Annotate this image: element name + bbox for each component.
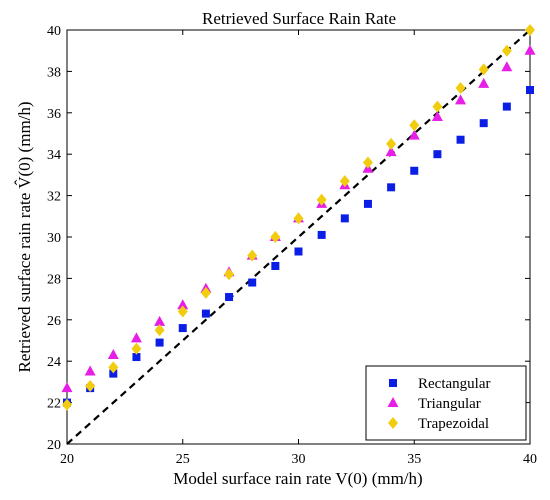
rectangular-point <box>132 353 141 362</box>
y-tick-label: 40 <box>47 24 61 39</box>
triangular-point <box>501 61 513 72</box>
trapezoidal-point <box>478 63 489 76</box>
trapezoidal-point <box>247 249 258 262</box>
y-tick-label: 36 <box>47 107 61 122</box>
y-axis-label: Retrieved surface rain rate V̂(0) (mm/h) <box>15 101 34 372</box>
y-tick-label: 24 <box>47 355 61 370</box>
trapezoidal-point <box>525 24 535 36</box>
x-tick-label: 25 <box>176 452 190 467</box>
reference-line <box>66 29 531 445</box>
y-tick-label: 28 <box>47 272 61 287</box>
rectangular-point <box>526 86 534 95</box>
trapezoidal-point <box>62 398 72 411</box>
trapezoidal-point <box>108 361 119 374</box>
rectangular-point <box>201 309 210 318</box>
trapezoidal-point <box>200 286 211 299</box>
trapezoidal-point <box>131 342 142 355</box>
data-marks <box>61 24 536 411</box>
trapezoidal-point <box>316 193 327 206</box>
x-tick-label: 20 <box>60 452 74 467</box>
trapezoidal-point <box>362 156 373 169</box>
rectangular-point <box>317 230 326 239</box>
legend-label-rectangular: Rectangular <box>418 376 490 392</box>
rectangular-point <box>271 261 280 270</box>
trapezoidal-point <box>455 81 466 94</box>
triangular-point <box>130 332 142 343</box>
axis-ticks: 20 25 30 35 40 20 22 24 26 28 30 32 34 36 38 40 <box>47 24 537 467</box>
trapezoidal-point <box>339 175 350 188</box>
trapezoidal-point <box>386 137 397 150</box>
legend-label-trapezoidal: Trapezoidal <box>418 416 489 432</box>
trapezoidal-point <box>224 268 235 281</box>
triangular-point <box>107 348 119 359</box>
triangular-point <box>385 146 397 157</box>
y-tick-label: 22 <box>47 397 61 412</box>
triangular-point <box>524 44 536 55</box>
trapezoidal-point <box>501 44 512 57</box>
legend: Rectangular Triangular Trapezoidal <box>365 365 527 441</box>
rectangular-point <box>363 199 372 208</box>
y-tick-label: 26 <box>47 314 61 329</box>
trapezoidal-point <box>85 380 96 393</box>
x-tick-label: 35 <box>407 452 421 467</box>
rectangular-point <box>433 150 442 159</box>
triangular-point <box>84 365 96 376</box>
triangular-point <box>478 77 490 88</box>
rectangular-point <box>340 214 349 223</box>
rectangular-point <box>502 102 511 111</box>
triangular-point <box>431 110 443 121</box>
rectangular-point <box>387 183 396 192</box>
triangular-point <box>455 94 467 105</box>
rectangular-point <box>479 119 488 128</box>
triangular-point <box>177 299 189 310</box>
trapezoidal-point <box>409 119 420 132</box>
rectangular-point <box>456 135 465 144</box>
rectangular-point <box>155 338 164 347</box>
rectangular-point <box>410 166 419 175</box>
triangular-point <box>408 129 420 140</box>
trapezoidal-point <box>432 100 443 113</box>
x-tick-label: 30 <box>292 452 306 467</box>
rectangular-point <box>294 247 303 256</box>
trapezoidal-point <box>177 305 188 318</box>
y-tick-label: 20 <box>47 438 61 453</box>
y-tick-label: 34 <box>47 148 61 163</box>
series-trapezoidal <box>62 24 535 411</box>
x-tick-label: 40 <box>523 452 537 467</box>
trapezoidal-point <box>270 231 281 243</box>
trapezoidal-point <box>293 212 304 225</box>
y-tick-label: 30 <box>47 231 61 246</box>
triangular-point <box>154 315 166 326</box>
y-tick-label: 38 <box>47 65 61 80</box>
triangular-point <box>61 382 73 393</box>
legend-label-triangular: Triangular <box>418 396 481 412</box>
legend-marker-triangular <box>387 397 399 407</box>
rectangular-point <box>109 369 118 378</box>
rectangular-point <box>178 324 187 333</box>
y-tick-label: 32 <box>47 190 61 205</box>
legend-marker-rectangular <box>389 379 397 387</box>
chart-title: Retrieved Surface Rain Rate <box>202 9 396 28</box>
series-rectangular <box>63 86 534 407</box>
rectangular-point <box>248 278 257 287</box>
x-axis-label: Model surface rain rate V(0) (mm/h) <box>173 469 422 488</box>
legend-marker-trapezoidal <box>388 417 398 429</box>
rectangular-point <box>225 293 234 302</box>
trapezoidal-point <box>154 324 165 337</box>
